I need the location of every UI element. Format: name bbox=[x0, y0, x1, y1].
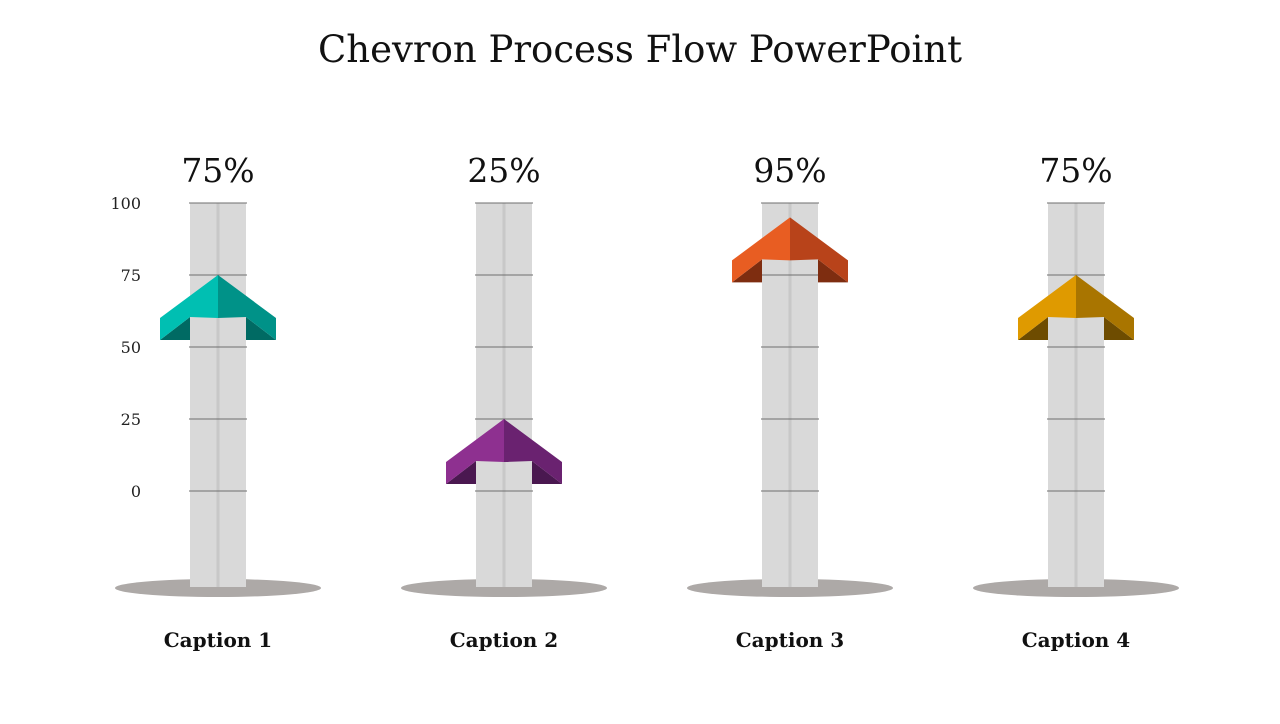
column-base-shadow bbox=[973, 579, 1179, 597]
y-tick-label: 75 bbox=[121, 266, 141, 285]
value-label: 75% bbox=[1039, 151, 1112, 190]
chevron-arrow-left bbox=[160, 275, 218, 340]
chevron-arrow-left bbox=[446, 419, 504, 484]
column-base-shadow bbox=[687, 579, 893, 597]
category-label: Caption 1 bbox=[164, 628, 272, 652]
category-label: Caption 2 bbox=[450, 628, 558, 652]
y-tick-label: 100 bbox=[110, 194, 141, 213]
column-base-shadow bbox=[401, 579, 607, 597]
chevron-arrow-right bbox=[504, 419, 562, 484]
y-tick-label: 0 bbox=[131, 482, 141, 501]
value-label: 25% bbox=[467, 151, 540, 190]
column-base-shadow bbox=[115, 579, 321, 597]
y-tick-label: 50 bbox=[121, 338, 141, 357]
y-tick-label: 25 bbox=[121, 410, 141, 429]
chevron-arrow-right bbox=[218, 275, 276, 340]
chevron-arrow-left bbox=[1018, 275, 1076, 340]
chevron-arrow-left bbox=[732, 217, 790, 283]
value-label: 75% bbox=[181, 151, 254, 190]
chevron-arrow-right bbox=[790, 217, 848, 283]
slide-title: Chevron Process Flow PowerPoint bbox=[317, 28, 963, 71]
value-label: 95% bbox=[753, 151, 826, 190]
category-label: Caption 4 bbox=[1022, 628, 1131, 652]
category-label: Caption 3 bbox=[736, 628, 844, 652]
chevron-arrow-right bbox=[1076, 275, 1134, 340]
